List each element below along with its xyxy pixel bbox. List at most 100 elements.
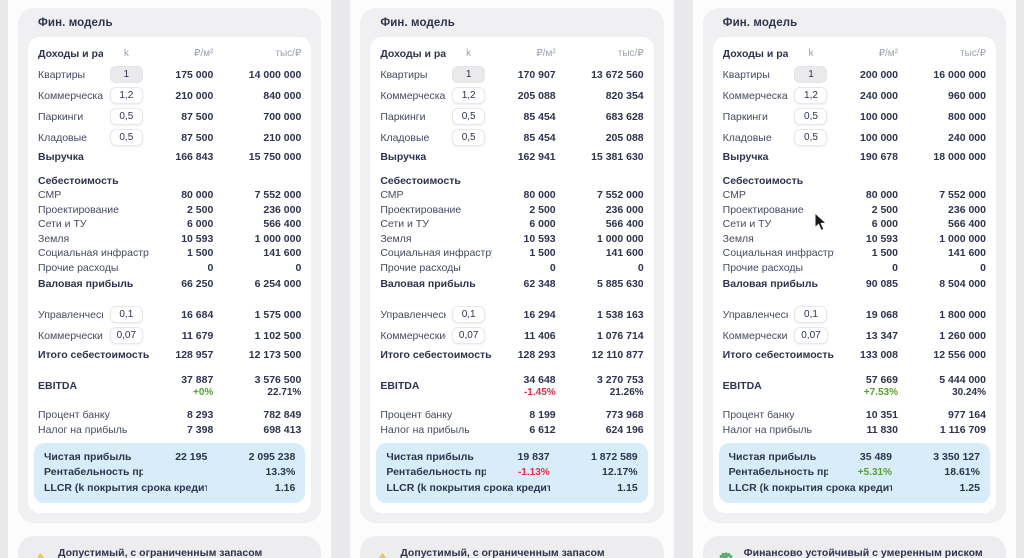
table-row-llcr: LLCR (k покрытия срока кредита) 1.16 <box>44 480 295 496</box>
row-label: Сети и ТУ <box>38 218 87 231</box>
value-per-m2: 80 000 <box>523 189 556 202</box>
value-per-m2: 87 500 <box>181 110 214 123</box>
column-header-per-m2: ₽/м² <box>193 48 214 59</box>
row-label: EBITDA <box>380 379 420 392</box>
row-label: Процент банку <box>38 409 110 422</box>
table-row-income-tax: Налог на прибыль 11 830 1 116 709 <box>723 423 986 438</box>
table-row-social-infrastructure: Социальная инфраструктура 1 500 141 600 <box>380 246 643 261</box>
financial-model-panel: Фин. модель Доходы и расходы k ₽/м² тыс/… <box>692 0 1016 558</box>
column-header-k: k <box>123 48 129 59</box>
value-per-m2: 19 068 <box>865 308 898 321</box>
value-per-m2: 85 454 <box>523 110 556 123</box>
row-label: Прочие расходы <box>722 261 804 274</box>
value-total: 18 000 000 <box>933 150 986 163</box>
row-label: Валовая прибыль <box>722 277 819 290</box>
k-input[interactable]: 1 <box>452 66 486 83</box>
value-total: 236 000 <box>605 203 644 216</box>
row-label: Выручка <box>38 150 84 163</box>
status-text: Допустимый, с ограниченным запасом финан… <box>400 546 605 558</box>
row-label: Проектирование <box>38 203 119 216</box>
value-per-m2: 16 684 <box>181 308 214 321</box>
row-label: СМР <box>380 189 404 202</box>
value-per-m2: 8 199 <box>529 409 556 422</box>
k-input[interactable]: 1 <box>794 66 828 83</box>
row-label: Рентабельность продаж <box>728 466 828 479</box>
value-total: 205 088 <box>605 131 644 144</box>
row-label: Сети и ТУ <box>722 218 772 231</box>
row-label: Чистая прибыль <box>44 450 132 463</box>
value-per-m2: 175 000 <box>175 68 214 81</box>
value-per-m2: 170 907 <box>517 68 556 81</box>
table-row-income-tax: Налог на прибыль 7 398 698 413 <box>38 423 301 438</box>
k-input[interactable]: 0,5 <box>452 108 486 125</box>
k-input[interactable]: 0,1 <box>109 306 143 323</box>
row-label: СМР <box>38 189 62 202</box>
value-total: 15 381 630 <box>591 150 644 163</box>
table-row-total-cost: Итого себестоимость 133 008 12 556 000 <box>723 346 986 363</box>
table-row-gross-profit: Валовая прибыль 66 250 6 254 000 <box>38 275 301 292</box>
value-per-m2: 87 500 <box>181 131 214 144</box>
table-row-parking: Паркинги 0,5 100 000 800 000 <box>723 106 986 127</box>
column-header-k: k <box>808 48 814 59</box>
table-row-design: Проектирование 2 500 236 000 <box>380 203 643 218</box>
value-per-m2: 10 593 <box>523 232 556 245</box>
value-per-m2: 10 593 <box>181 232 214 245</box>
k-input[interactable]: 0,07 <box>794 327 828 344</box>
row-label: Итого себестоимость <box>722 348 834 361</box>
value-per-m2: 0 <box>207 261 214 274</box>
row-label: Квартиры <box>380 68 428 81</box>
row-label: Коммерческие расходы <box>38 329 104 342</box>
value-total: 698 413 <box>263 423 302 436</box>
k-input[interactable]: 0,5 <box>109 108 143 125</box>
row-label: Прочие расходы <box>38 261 119 274</box>
fin-model-table: Доходы и расходы k ₽/м² тыс/₽ Квартиры 1… <box>712 37 996 513</box>
ebitda-total: 3 576 500 <box>254 373 302 386</box>
row-label: Паркинги <box>722 110 768 123</box>
value-per-m2: 13 347 <box>865 329 898 342</box>
k-input[interactable]: 1,2 <box>794 87 828 104</box>
value-per-m2: 2 500 <box>871 203 898 216</box>
value-total: 820 354 <box>605 89 644 102</box>
k-input[interactable]: 0,07 <box>451 327 486 344</box>
row-label: Социальная инфраструктура <box>38 247 149 260</box>
k-input[interactable]: 0,5 <box>109 129 143 146</box>
table-row-apartments: Квартиры 1 175 000 14 000 000 <box>38 64 301 85</box>
table-row-storage: Кладовые 0,5 85 454 205 088 <box>380 127 644 148</box>
k-input[interactable]: 0,5 <box>452 129 486 146</box>
row-label: Коммерческая площадь <box>38 89 104 102</box>
k-input[interactable]: 1,2 <box>109 87 143 104</box>
value-per-m2: 190 678 <box>860 150 898 163</box>
table-row-total-cost: Итого себестоимость 128 957 12 173 500 <box>38 346 301 363</box>
table-row-commercial-area: Коммерческая площадь 1,2 240 000 960 000 <box>723 85 986 106</box>
table-row-management-expenses: Управленческие расходы 0,1 16 684 1 575 … <box>38 304 301 325</box>
row-label: Управленческие расходы <box>38 308 103 321</box>
row-label: Рентабельность продаж <box>386 466 486 479</box>
table-row-net-profit: Чистая прибыль 22 195 2 095 238 <box>44 449 295 465</box>
status-text: Допустимый, с ограниченным запасом финан… <box>58 546 263 558</box>
table-row-revenue: Выручка 190 678 18 000 000 <box>723 148 986 165</box>
success-icon <box>717 551 735 558</box>
value-per-m2: 6 000 <box>529 218 556 231</box>
k-input[interactable]: 0,1 <box>794 306 828 323</box>
value-per-m2: 10 593 <box>865 232 898 245</box>
table-row-ebitda: EBITDA 37 887 +0% 3 576 500 22.71% <box>38 373 301 398</box>
row-label: LLCR (k покрытия срока кредита) <box>386 481 550 494</box>
value-total: 12 173 500 <box>248 348 302 361</box>
row-label: Чистая прибыль <box>386 450 474 463</box>
value-per-m2: 16 294 <box>523 308 556 321</box>
k-input[interactable]: 1 <box>109 66 143 83</box>
k-input[interactable]: 0,07 <box>109 327 144 344</box>
k-input[interactable]: 1,2 <box>452 87 486 104</box>
k-input[interactable]: 0,5 <box>794 108 828 125</box>
value-per-m2: 7 398 <box>187 423 214 436</box>
table-row-apartments: Квартиры 1 170 907 13 672 560 <box>380 64 644 85</box>
k-input[interactable]: 0,5 <box>794 129 828 146</box>
value-total: 7 552 000 <box>596 189 644 202</box>
k-input[interactable]: 0,1 <box>452 306 486 323</box>
row-label: EBITDA <box>722 379 762 392</box>
net-profit-highlight-box: Чистая прибыль 22 195 2 095 238 Рентабел… <box>34 443 306 503</box>
value-per-m2: 162 941 <box>517 150 556 163</box>
value-total: 18.61% <box>944 466 980 479</box>
net-profit-highlight-box: Чистая прибыль 35 489 3 350 127 Рентабел… <box>718 443 990 503</box>
fin-model-card: Фин. модель Доходы и расходы k ₽/м² тыс/… <box>360 8 664 523</box>
